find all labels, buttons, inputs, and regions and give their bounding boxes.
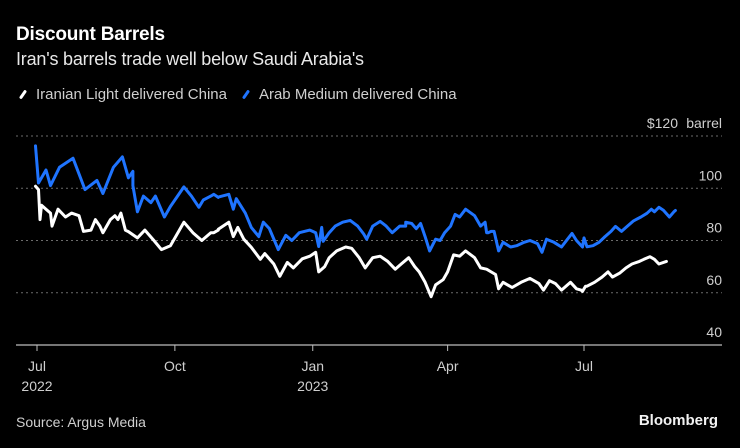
y-unit-label: barrel (686, 115, 722, 131)
legend-label-arab: Arab Medium delivered China (258, 86, 457, 103)
bloomberg-logo: Bloomberg (638, 412, 718, 429)
series-layer (34, 144, 677, 299)
y-axis-labels: $120 barrel 100 80 60 40 (647, 115, 722, 340)
chart-title: Discount Barrels (16, 24, 165, 45)
x-tick-label: Apr (437, 358, 459, 374)
y-tick-label: 100 (699, 167, 723, 183)
legend-item-arab: Arab Medium delivered China (239, 86, 457, 103)
source-note: Source: Argus Media (16, 414, 146, 430)
x-tick-label: Jul (575, 358, 593, 374)
legend: Iranian Light delivered China Arab Mediu… (16, 86, 469, 103)
y-tick-label: 80 (706, 220, 722, 236)
y-tick-label: 60 (706, 272, 722, 288)
y-tick-label: $120 (647, 115, 678, 131)
chart-subtitle: Iran's barrels trade well below Saudi Ar… (16, 49, 364, 69)
x-tick-label: Oct (164, 358, 186, 374)
legend-item-iranian: Iranian Light delivered China (16, 86, 227, 103)
x-tick-label: Jul (28, 358, 46, 374)
y-tick-label: 40 (706, 324, 722, 340)
x-tick-sublabel: 2022 (21, 378, 52, 394)
legend-label-iranian: Iranian Light delivered China (36, 86, 227, 103)
series-line-iranian-light (34, 184, 668, 299)
series-line-arab-medium (34, 144, 677, 254)
x-tick-sublabel: 2023 (297, 378, 328, 394)
x-axis: Jul 2022 Oct Jan 2023 Apr Jul (16, 344, 722, 394)
x-tick-label: Jan (301, 358, 324, 374)
